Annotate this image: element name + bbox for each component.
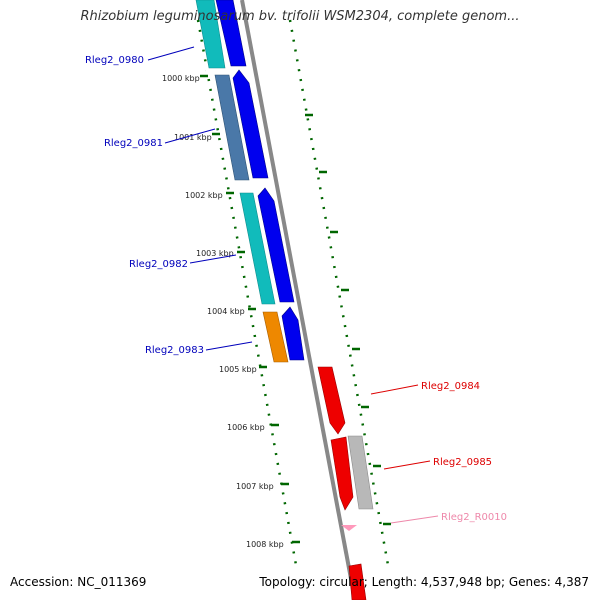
tick-label-1002-kbp: 1002 kbp xyxy=(185,191,223,200)
gene-rleg2-0985-cds-red[interactable] xyxy=(330,436,354,511)
genome-summary-text: Topology: circular; Length: 4,537,948 bp… xyxy=(259,575,589,589)
gene-label-rleg2-0983[interactable]: Rleg2_0983 xyxy=(145,345,204,356)
map-title: Rhizobium leguminosarum bv. trifolii WSM… xyxy=(80,9,520,24)
gene-rleg2-0981-cds-steel[interactable] xyxy=(214,74,250,181)
gene-labels: Rleg2_0980 Rleg2_0981 Rleg2_0982 Rleg2_0… xyxy=(85,55,507,523)
gene-rleg2-0982-cds-blue[interactable] xyxy=(257,187,295,303)
gene-callout-lines xyxy=(147,46,439,524)
tick-label-1000-kbp: 1000 kbp xyxy=(162,74,200,83)
gene-rleg2-r0010-rna[interactable] xyxy=(341,525,357,531)
guide-line xyxy=(288,19,390,566)
gene-label-rleg2-0980[interactable]: Rleg2_0980 xyxy=(85,55,144,66)
next-gene-fragment[interactable] xyxy=(348,563,367,600)
gene-label-rleg2-0982[interactable]: Rleg2_0982 xyxy=(129,259,188,270)
tick-label-1001-kbp: 1001 kbp xyxy=(174,133,212,142)
track-guide-lines xyxy=(196,19,390,566)
gene-label-rleg2-r0010[interactable]: Rleg2_R0010 xyxy=(441,512,507,523)
gene-rleg2-0983-cds-orange[interactable] xyxy=(262,311,289,363)
tick-label-1008-kbp: 1008 kbp xyxy=(246,540,284,549)
tick-label-1003-kbp: 1003 kbp xyxy=(196,249,234,258)
gene-rleg2-0984[interactable] xyxy=(317,366,346,435)
gene-rleg2-0980[interactable] xyxy=(195,0,247,69)
accession-text: Accession: NC_011369 xyxy=(10,575,147,589)
tick-label-1006-kbp: 1006 kbp xyxy=(227,423,265,432)
gene-label-rleg2-0985[interactable]: Rleg2_0985 xyxy=(433,457,492,468)
gene-rleg2-0982[interactable] xyxy=(239,187,295,305)
gene-rleg2-0981[interactable] xyxy=(214,69,269,181)
tick-label-1007-kbp: 1007 kbp xyxy=(236,482,274,491)
gene-label-rleg2-0981[interactable]: Rleg2_0981 xyxy=(104,138,163,149)
genome-backbone xyxy=(240,0,357,600)
gene-separators xyxy=(205,68,306,309)
gene-rleg2-0985-cds-grey[interactable] xyxy=(347,435,374,510)
gene-rleg2-r0010[interactable] xyxy=(341,525,357,531)
gene-rleg2-0982-cds-cyan[interactable] xyxy=(239,192,276,305)
kbp-tick-marks xyxy=(200,74,391,544)
gene-rleg2-0983-cds-blue[interactable] xyxy=(281,306,305,361)
gene-rleg2-0983[interactable] xyxy=(262,306,305,363)
next-gene-fragment-cds-red[interactable] xyxy=(348,563,367,600)
guide-line xyxy=(196,19,298,566)
tick-label-1004-kbp: 1004 kbp xyxy=(207,307,245,316)
gene-rleg2-0980-cds-blue[interactable] xyxy=(215,0,247,67)
kbp-tick-labels: 1000 kbp 1001 kbp 1002 kbp 1003 kbp 1004… xyxy=(162,74,284,549)
gene-rleg2-0980-cds-cyan[interactable] xyxy=(195,0,226,69)
gene-rleg2-0981-cds-blue[interactable] xyxy=(232,69,269,179)
gene-rleg2-0984-cds-red[interactable] xyxy=(317,366,346,435)
gene-label-rleg2-0984[interactable]: Rleg2_0984 xyxy=(421,381,480,392)
tick-label-1005-kbp: 1005 kbp xyxy=(219,365,257,374)
gene-rleg2-0985[interactable] xyxy=(330,435,374,511)
